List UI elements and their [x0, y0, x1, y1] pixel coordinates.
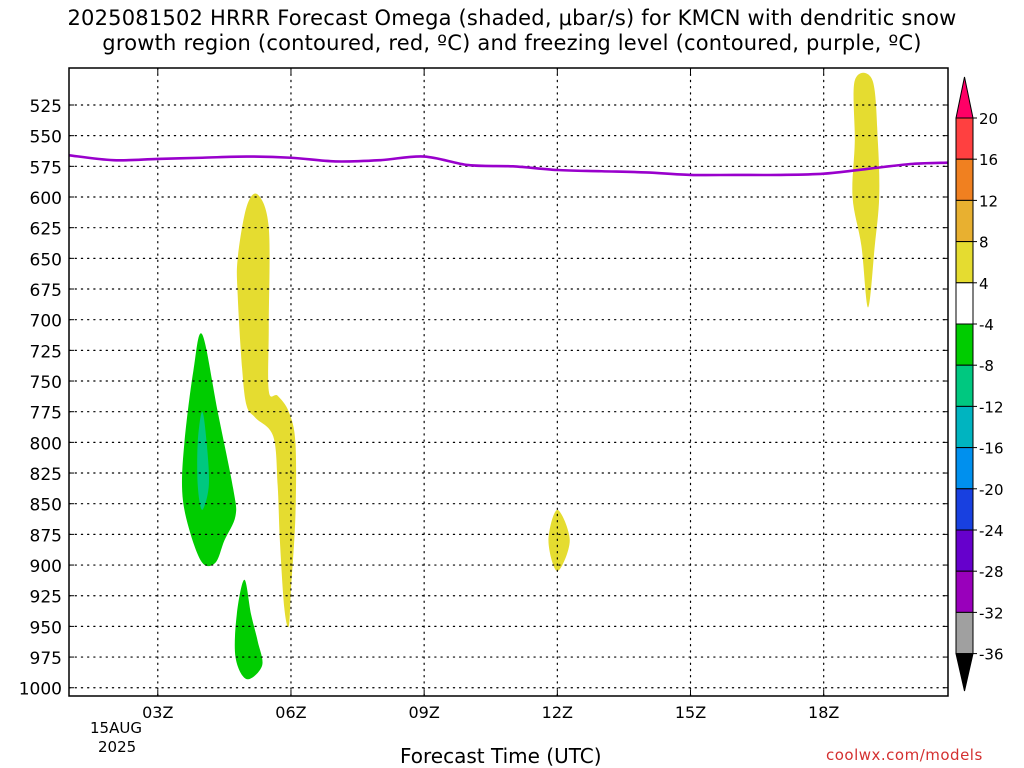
- colorbar-swatch-3: [955, 241, 974, 284]
- y-tick-label-650: 650: [30, 250, 62, 270]
- plot-frame: [68, 67, 949, 697]
- omega-region-1: [236, 193, 297, 628]
- colorbar-swatch-2: [955, 199, 974, 243]
- colorbar-label-8: 8: [979, 234, 989, 252]
- y-tick-label-800: 800: [30, 434, 62, 454]
- omega-region-5: [548, 509, 570, 572]
- y-tick-label-750: 750: [30, 373, 62, 393]
- y-tick-label-575: 575: [30, 158, 62, 178]
- colorbar-swatch-5: [955, 323, 974, 366]
- colorbar-label--32: -32: [979, 604, 1004, 622]
- colorbar-swatch-11: [955, 570, 974, 613]
- credit-link[interactable]: coolwx.com/models: [826, 746, 983, 764]
- x-tick-label-06Z: 06Z: [275, 703, 306, 722]
- plot-contents: [69, 68, 948, 696]
- chart-title: 2025081502 HRRR Forecast Omega (shaded, …: [0, 6, 1024, 56]
- omega-region-3: [197, 411, 210, 510]
- colorbar-label-4: 4: [979, 275, 989, 293]
- x-date-line-1: 15AUG: [90, 719, 142, 737]
- y-tick-label-600: 600: [30, 189, 62, 209]
- y-tick-label-625: 625: [30, 220, 62, 240]
- y-tick-label-825: 825: [30, 465, 62, 485]
- plot-area: 525 550 575 600 625 650 675 700 725 750 775 800 825 8…: [19, 67, 949, 722]
- y-tick-label-975: 975: [30, 649, 62, 669]
- colorbar-label--36: -36: [979, 646, 1004, 664]
- colorbar-swatch-8: [955, 447, 974, 490]
- colorbar-label-20: 20: [979, 110, 998, 128]
- freezing-level-line: [69, 153, 948, 177]
- colorbar-top-arrow: [955, 76, 974, 119]
- colorbar-swatch-0: [955, 117, 974, 160]
- colorbar: 20 16 12 8 4 -4 -8 -12 -16 -20 -24 -28 -32 -36: [955, 76, 1004, 692]
- x-tick-label-12Z: 12Z: [542, 703, 573, 722]
- colorbar-label--20: -20: [979, 481, 1004, 499]
- y-tick-label-675: 675: [30, 281, 62, 301]
- y-tick-label-700: 700: [30, 312, 62, 332]
- y-tick-label-900: 900: [30, 557, 62, 577]
- x-tick-label-18Z: 18Z: [808, 703, 839, 722]
- colorbar-label-12: 12: [979, 192, 998, 210]
- y-tick-label-550: 550: [30, 128, 62, 148]
- colorbar-label--16: -16: [979, 440, 1004, 458]
- colorbar-bottom-arrow: [955, 653, 974, 692]
- x-tick-label-09Z: 09Z: [408, 703, 439, 722]
- title-line-1: 2025081502 HRRR Forecast Omega (shaded, …: [67, 6, 957, 30]
- colorbar-swatch-9: [955, 488, 974, 531]
- colorbar-swatch-7: [955, 405, 974, 449]
- colorbar-swatch-4: [955, 282, 974, 325]
- y-tick-label-925: 925: [30, 588, 62, 608]
- colorbar-swatch-10: [955, 529, 974, 572]
- colorbar-label--4: -4: [979, 316, 994, 334]
- colorbar-label-16: 16: [979, 151, 998, 169]
- omega-region-2: [181, 333, 237, 567]
- x-date-line-2: 2025: [98, 738, 137, 756]
- y-tick-label-725: 725: [30, 342, 62, 362]
- y-tick-label-525: 525: [30, 97, 62, 117]
- x-axis-label: Forecast Time (UTC): [400, 744, 602, 768]
- colorbar-swatch-12: [955, 611, 974, 655]
- x-tick-label-03Z: 03Z: [142, 703, 173, 722]
- colorbar-swatch-6: [955, 364, 974, 407]
- colorbar-label--24: -24: [979, 522, 1004, 540]
- colorbar-label--12: -12: [979, 398, 1004, 416]
- y-tick-label-775: 775: [30, 404, 62, 424]
- omega-region-6: [852, 72, 880, 308]
- x-tick-label-15Z: 15Z: [675, 703, 706, 722]
- colorbar-label--28: -28: [979, 563, 1004, 581]
- y-tick-label-875: 875: [30, 526, 62, 546]
- colorbar-swatch-1: [955, 158, 974, 201]
- y-tick-label-850: 850: [30, 496, 62, 516]
- colorbar-label--8: -8: [979, 357, 994, 375]
- y-tick-label-950: 950: [30, 618, 62, 638]
- y-tick-label-1000: 1000: [19, 680, 62, 700]
- title-line-2: growth region (contoured, red, ºC) and f…: [102, 31, 922, 55]
- omega-region-4: [234, 579, 263, 680]
